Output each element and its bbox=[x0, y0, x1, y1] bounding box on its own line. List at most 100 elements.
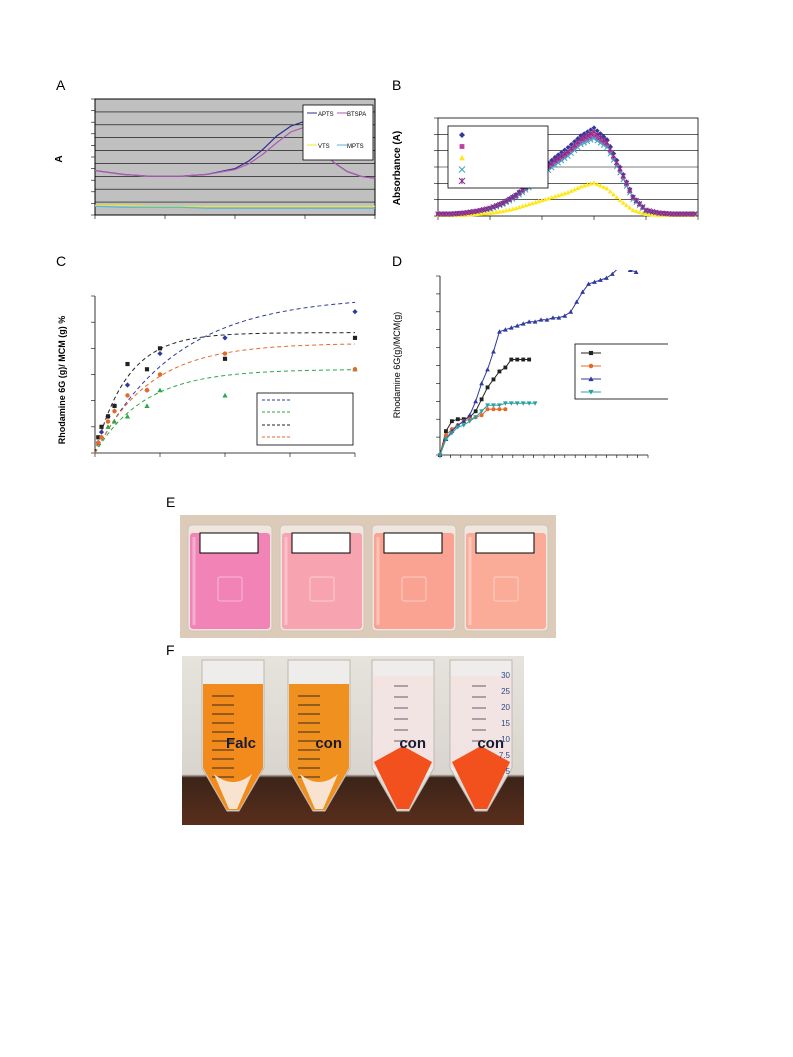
chart-b-point-s3 bbox=[604, 186, 610, 191]
chart-b-point-s5 bbox=[604, 139, 610, 146]
beaker-white-label bbox=[475, 532, 535, 554]
chart-b-point-s3 bbox=[575, 185, 581, 190]
chart-b-point-s1 bbox=[591, 125, 597, 131]
chart-d-legend-marker-2 bbox=[588, 363, 594, 369]
chart-b-point-s5 bbox=[626, 187, 633, 194]
chart-b-point-s1 bbox=[546, 160, 551, 166]
chart-b-legend-marker-4 bbox=[458, 166, 466, 173]
chart-d-point-s3 bbox=[580, 289, 586, 294]
chart-b-point-s3 bbox=[477, 211, 483, 216]
chart-d-point-s1 bbox=[497, 369, 502, 374]
chart-b-point-s3 bbox=[627, 205, 633, 210]
chart-b-point-s3 bbox=[614, 194, 620, 200]
chart-b-point-s1 bbox=[549, 157, 555, 163]
chart-d-ticks bbox=[436, 275, 649, 458]
chart-c-ylabel: Rhodamine 6G (g)/ MCM (g) % bbox=[57, 316, 67, 445]
chart-b-point-s1 bbox=[588, 127, 594, 133]
chart-b-point-s4 bbox=[581, 140, 588, 146]
tube-scale: 30 25 20 15 10 7.5 5 bbox=[499, 671, 511, 776]
chart-d-point-s3 bbox=[538, 317, 544, 322]
chart-c-point-s1 bbox=[352, 309, 358, 315]
photo-e-beakers bbox=[180, 515, 556, 638]
chart-b-point-s5 bbox=[607, 146, 614, 152]
chart-b-point-s4 bbox=[591, 135, 597, 142]
chart-d-legend-marker-1 bbox=[588, 350, 594, 356]
tube-label: Falc bbox=[226, 735, 256, 752]
chart-b-point-s2 bbox=[608, 149, 613, 154]
chart-b-point-s2 bbox=[575, 142, 580, 147]
chart-a-series-line-2 bbox=[94, 126, 376, 179]
chart-c-point-s1 bbox=[124, 382, 131, 388]
chart-b-point-s2 bbox=[588, 135, 593, 140]
chart-c-point-s1 bbox=[157, 350, 163, 357]
chart-b-point-s2 bbox=[595, 136, 600, 141]
chart-c-point-s2 bbox=[125, 361, 130, 367]
chart-d-point-s2 bbox=[491, 407, 496, 412]
beaker-liquid bbox=[190, 533, 270, 629]
chart-c-point-s4 bbox=[222, 351, 228, 356]
chart-d-point-s4 bbox=[467, 419, 473, 424]
chart-b-point-s3 bbox=[630, 207, 636, 213]
chart-b-point-s3 bbox=[624, 202, 629, 208]
chart-d-point-s2 bbox=[443, 433, 448, 438]
chart-b-point-s1 bbox=[552, 154, 558, 160]
chart-b-point-s3 bbox=[617, 197, 623, 203]
chart-b-point-s1 bbox=[578, 133, 584, 139]
chart-d-point-s4 bbox=[532, 401, 538, 406]
chart-b-point-s3 bbox=[474, 211, 480, 216]
tube-scale-mark: 30 bbox=[501, 671, 510, 680]
chart-b-point-s1 bbox=[555, 152, 561, 158]
chart-b-legend-marks bbox=[458, 132, 466, 185]
chart-d-point-s4 bbox=[479, 409, 484, 414]
chart-c-point-s4 bbox=[125, 393, 130, 398]
beaker-4 bbox=[463, 524, 549, 632]
chart-b-point-s1 bbox=[575, 136, 581, 141]
panel-letter-d: D bbox=[392, 253, 403, 269]
chart-d-point-s3 bbox=[526, 319, 532, 324]
chart-c-point-s4 bbox=[112, 408, 117, 414]
chart-b-point-s5 bbox=[487, 205, 493, 211]
chart-c-point-s2 bbox=[144, 367, 150, 372]
chart-d-point-s1 bbox=[485, 385, 490, 390]
chart-b-point-s1 bbox=[565, 145, 571, 150]
chart-d-point-s3 bbox=[633, 270, 639, 274]
chart-b-point-s3 bbox=[601, 184, 607, 190]
chart-c-point-s4 bbox=[99, 435, 104, 440]
chart-d-point-s3 bbox=[604, 275, 609, 280]
chart-d-point-s3 bbox=[508, 325, 514, 330]
chart-c-point-s4 bbox=[144, 387, 150, 393]
chart-b-point-s2 bbox=[585, 136, 590, 141]
chart-b-point-s4 bbox=[613, 163, 620, 170]
beaker-white-label bbox=[291, 532, 351, 554]
chart-d-point-s3 bbox=[609, 271, 615, 276]
chart-b-point-s3 bbox=[640, 210, 646, 215]
chart-c-point-s4 bbox=[96, 440, 101, 445]
chart-b-point-s2 bbox=[572, 145, 577, 150]
chart-b-point-s3 bbox=[591, 180, 597, 185]
chart-b-point-s1 bbox=[562, 147, 568, 153]
chart-d-point-s2 bbox=[503, 407, 508, 412]
chart-c-point-s4 bbox=[157, 372, 163, 377]
chart-b-point-s3 bbox=[650, 212, 655, 217]
chart-a-series-line-4 bbox=[94, 205, 375, 209]
chart-b-point-s5 bbox=[584, 132, 591, 138]
chart-b-point-s5 bbox=[610, 152, 617, 159]
chart-d-point-s4 bbox=[508, 401, 514, 406]
chart-b-point-s5 bbox=[587, 130, 594, 137]
chart-d-point-s3 bbox=[461, 418, 467, 424]
chart-c: Rhodamine 6G (g)/ MCM (g) % bbox=[57, 295, 358, 457]
chart-d-point-s1 bbox=[509, 357, 514, 362]
chart-d-point-s3 bbox=[627, 270, 633, 272]
chart-b-point-s2 bbox=[592, 133, 596, 138]
chart-b-point-s3 bbox=[471, 211, 477, 217]
chart-b-point-s4 bbox=[587, 137, 594, 143]
chart-c-point-s3 bbox=[144, 403, 150, 408]
chart-c-point-s2 bbox=[105, 414, 111, 419]
chart-b-point-s3 bbox=[643, 211, 649, 216]
chart-b-point-s2 bbox=[605, 143, 609, 148]
chart-b-point-s1 bbox=[598, 131, 603, 137]
chart-b-point-s1 bbox=[572, 139, 577, 144]
chart-d-point-s3 bbox=[467, 412, 473, 418]
photo-f-tubes: Falc con con con 30 25 20 15 10 7.5 5 bbox=[182, 656, 524, 825]
chart-b: Absorbance (A) bbox=[392, 117, 699, 220]
